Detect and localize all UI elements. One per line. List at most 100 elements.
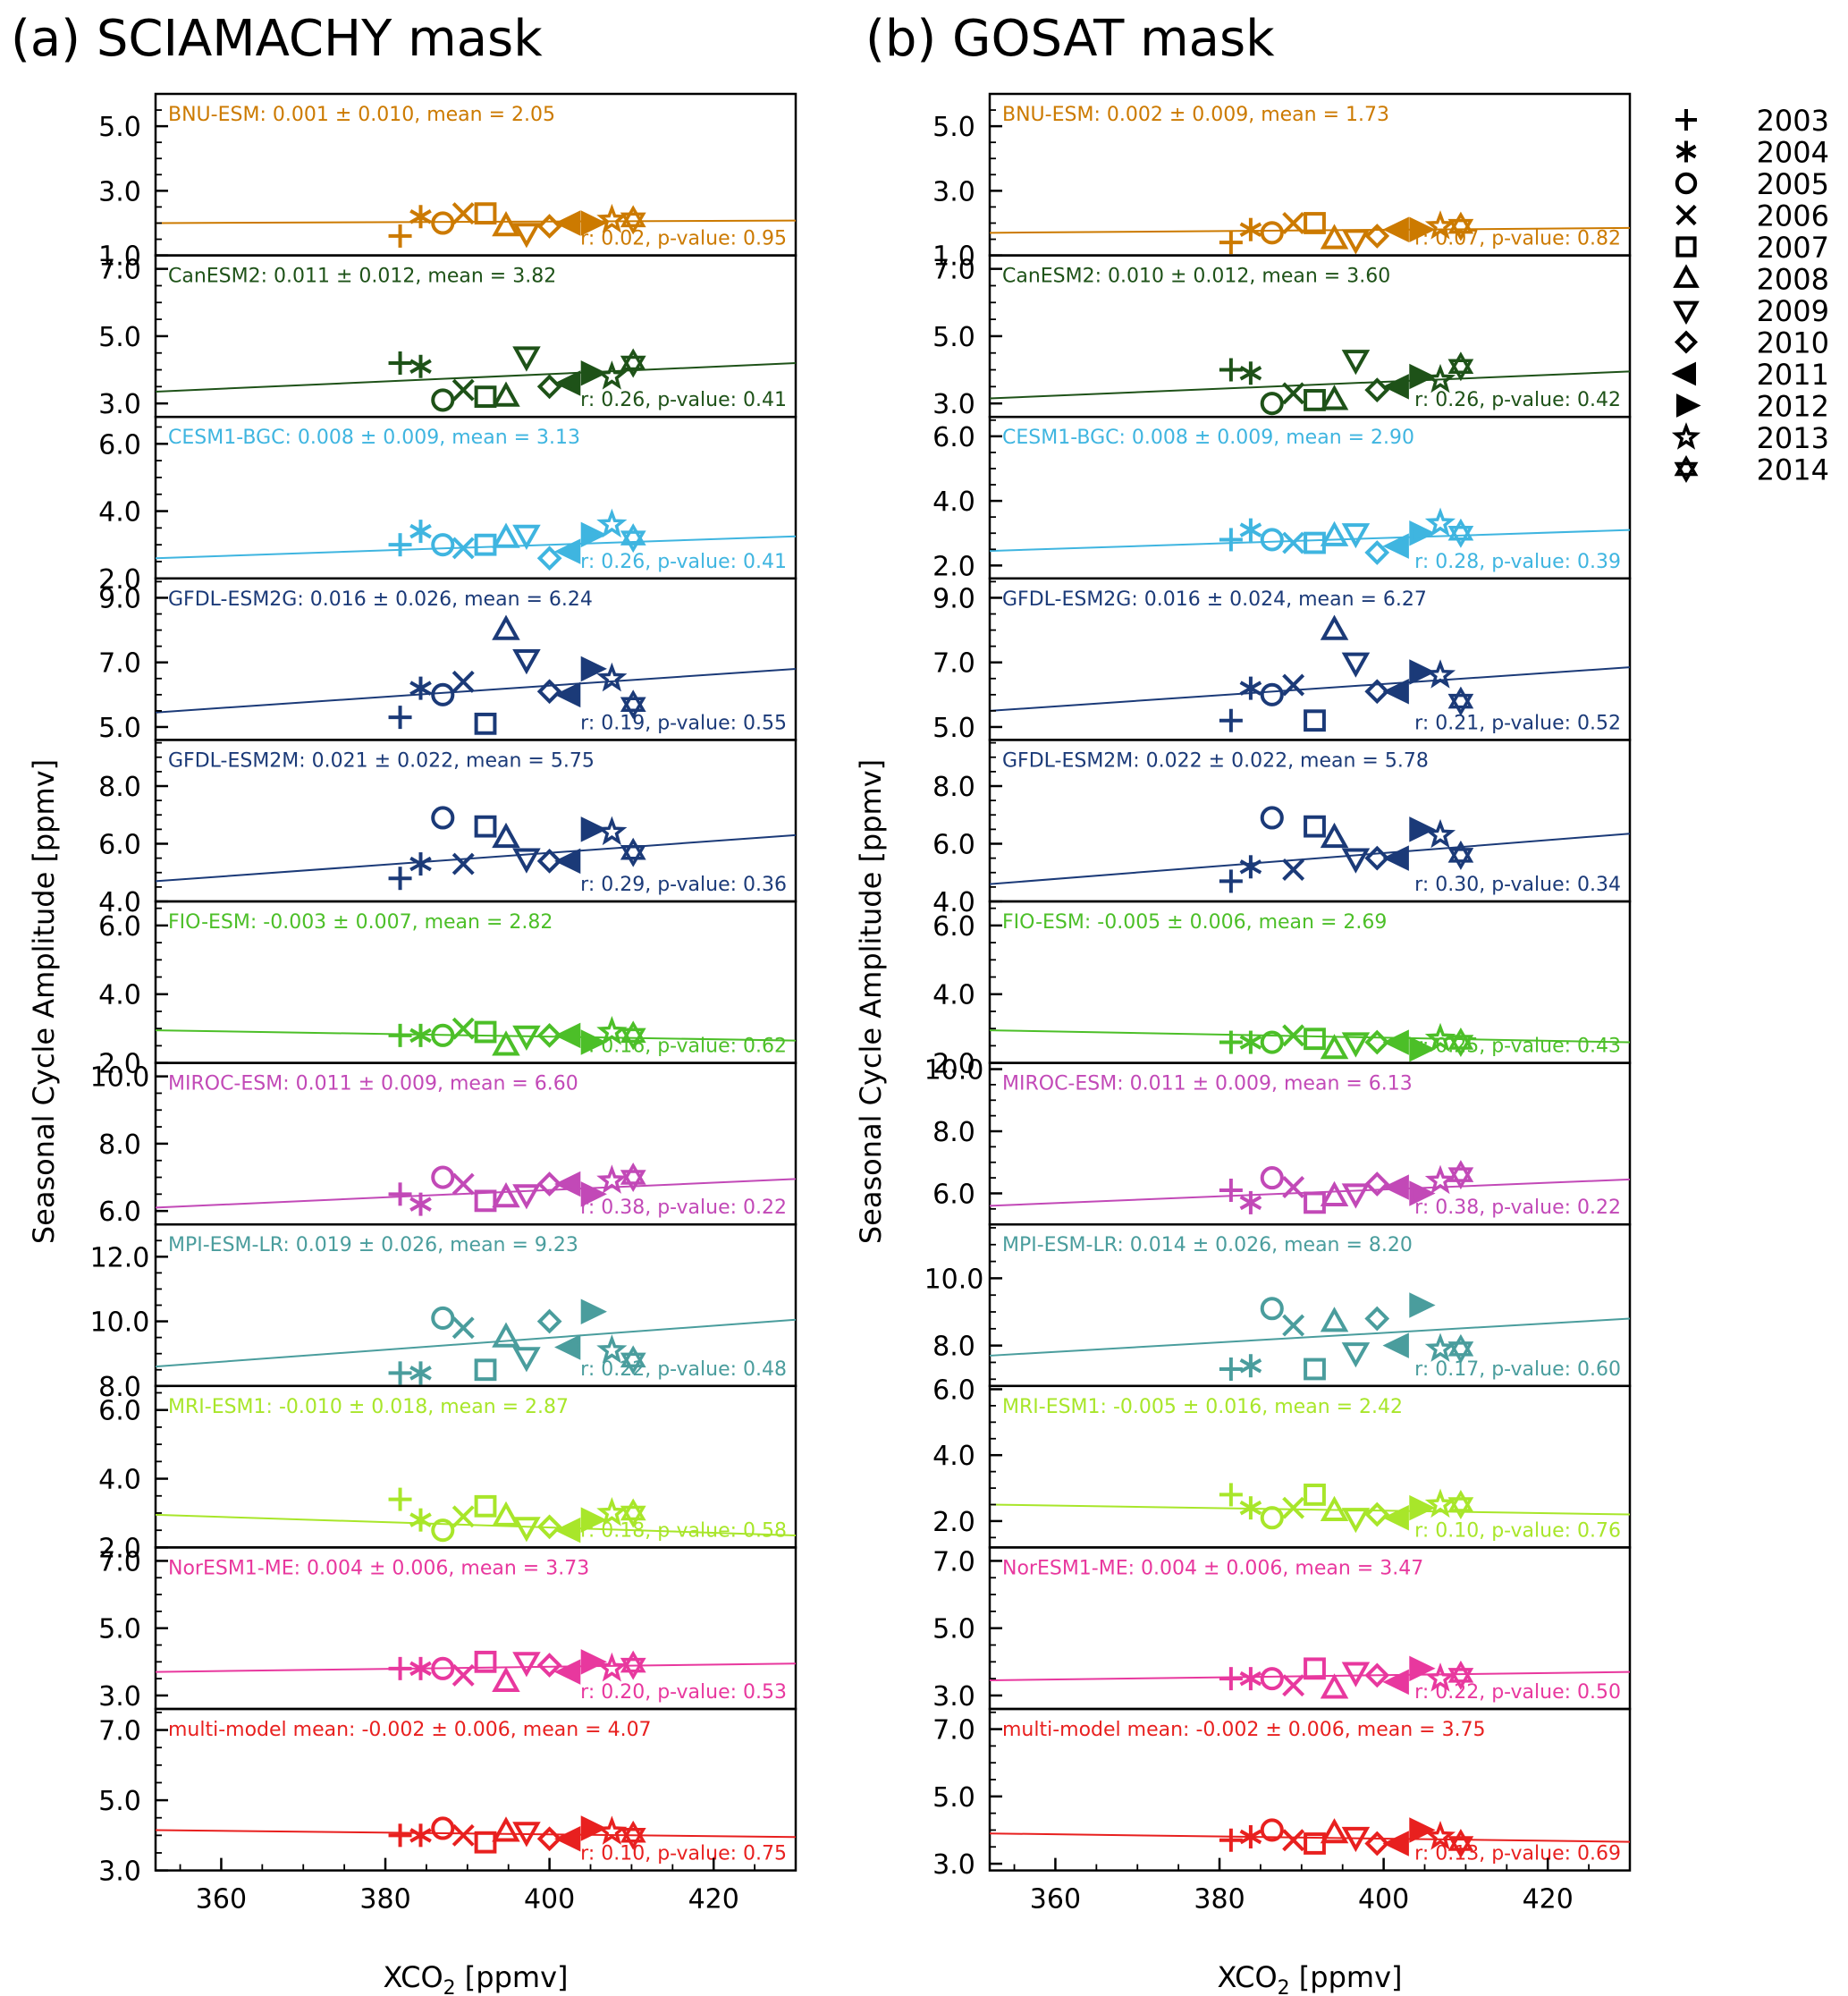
- panel-bnu-esm: 1.0 3.0 5.0 BNU-ESM: 0.001 ± 0.010, mean = …: [98, 92, 797, 273]
- legend-year: 2004: [1757, 136, 1829, 170]
- data-point-2003: [1219, 1030, 1243, 1054]
- data-point-2013: [1424, 818, 1456, 849]
- data-point-2004: [409, 1823, 432, 1848]
- data-point-2014: [620, 1163, 646, 1192]
- data-point-2003: [388, 533, 412, 557]
- data-point-2004: [409, 205, 432, 229]
- data-point-2006: [451, 202, 475, 225]
- legend-year: 2003: [1757, 104, 1829, 138]
- y-tick-label: 5.0: [98, 713, 141, 744]
- y-tick-label: 4.0: [932, 887, 975, 918]
- data-point-2008: [492, 614, 520, 640]
- data-point-2008: [492, 822, 520, 849]
- diamond-icon: [1674, 330, 1699, 354]
- data-point-2013: [1424, 1332, 1456, 1362]
- data-point-2011: [1382, 533, 1409, 559]
- data-point-2009: [1341, 523, 1371, 549]
- square-icon: [1675, 236, 1697, 258]
- data-point-2012: [580, 655, 607, 682]
- data-point-2008: [1320, 614, 1349, 640]
- y-tick-label: 3.0: [98, 389, 141, 420]
- data-point-2008: [492, 381, 520, 407]
- panel-title: NorESM1-ME: 0.004 ± 0.006, mean = 3.73: [168, 1557, 589, 1579]
- y-tick-label: 5.0: [932, 322, 975, 353]
- y-tick-label: 2.0: [98, 1533, 141, 1564]
- x-tick-label: 380: [359, 1884, 410, 1916]
- plus-icon: [1675, 109, 1697, 131]
- data-point-2007: [474, 712, 497, 735]
- y-tick-label: 7.0: [98, 255, 141, 286]
- y-tick-label: 9.0: [98, 583, 141, 614]
- data-point-2005: [1260, 1506, 1284, 1530]
- panel-title: CESM1-BGC: 0.008 ± 0.009, mean = 2.90: [1002, 427, 1414, 449]
- data-point-2004: [1239, 1824, 1262, 1848]
- data-point-2005: [431, 1518, 455, 1543]
- data-point-2003: [388, 706, 412, 730]
- chart-sciamachy: 1.0 3.0 5.0 BNU-ESM: 0.001 ± 0.010, mean = …: [90, 92, 797, 1916]
- x-tick-label: 400: [1358, 1884, 1409, 1916]
- y-tick-label: 6.0: [932, 1179, 975, 1210]
- data-point-2014: [1447, 1829, 1474, 1858]
- data-point-2011: [1382, 1831, 1409, 1856]
- data-point-2005: [431, 682, 455, 706]
- data-point-2011: [554, 538, 581, 564]
- x-tick-label: 400: [524, 1884, 575, 1916]
- data-point-2014: [1447, 1028, 1474, 1057]
- panel-cesm1-bgc: 2.0 4.0 6.0 CESM1-BGC: 0.008 ± 0.009, mean …: [932, 415, 1632, 582]
- data-point-2013: [596, 662, 628, 692]
- panel-stats: r: 0.18, p-value: 0.58: [580, 1519, 787, 1542]
- cross-icon: [1675, 204, 1697, 226]
- panel-stats: r: 0.13, p-value: 0.69: [1414, 1843, 1621, 1865]
- data-point-2004: [1239, 855, 1262, 879]
- data-point-2013: [1424, 1821, 1456, 1850]
- panel-title: FIO-ESM: -0.005 ± 0.006, mean = 2.69: [1002, 911, 1387, 934]
- data-point-2010: [536, 214, 562, 239]
- hexagram-icon: [1674, 455, 1699, 483]
- data-point-2005: [1260, 806, 1284, 830]
- panel-title: MIROC-ESM: 0.011 ± 0.009, mean = 6.13: [1002, 1073, 1413, 1095]
- regression-line: [989, 1317, 1631, 1357]
- data-point-2008: [492, 1666, 520, 1692]
- data-point-2003: [1219, 528, 1243, 552]
- panel-title: MRI-ESM1: -0.005 ± 0.016, mean = 2.42: [1002, 1396, 1403, 1418]
- data-point-2012: [580, 1649, 607, 1675]
- panel-frame: [154, 1707, 797, 1872]
- panel-noresm1-me: 3.0 5.0 7.0 NorESM1-ME: 0.004 ± 0.006, mean…: [98, 1546, 797, 1713]
- triangle-right-icon: [1676, 393, 1701, 418]
- data-point-2006: [451, 852, 475, 875]
- y-tick-label: 1.0: [98, 241, 141, 273]
- x-tick-label: 420: [688, 1884, 739, 1916]
- panel-title: MIROC-ESM: 0.011 ± 0.009, mean = 6.60: [168, 1073, 578, 1095]
- legend-year: 2005: [1757, 167, 1829, 201]
- data-point-2009: [1341, 848, 1371, 874]
- data-point-2009: [1341, 1183, 1371, 1209]
- data-point-2004: [409, 1656, 432, 1680]
- data-point-2012: [580, 521, 607, 548]
- data-point-2013: [596, 1164, 628, 1194]
- y-tick-label: 5.0: [932, 1614, 975, 1645]
- y-tick-label: 2.0: [98, 564, 141, 596]
- y-tick-label: 3.0: [932, 1849, 975, 1881]
- panel-miroc-esm: 6.0 8.0 10.0 MIROC-ESM: 0.011 ± 0.009, mean…: [924, 1055, 1632, 1226]
- y-tick-label: 9.0: [932, 583, 975, 614]
- panel-stats: r: 0.26, p-value: 0.41: [580, 551, 787, 573]
- data-point-2013: [596, 1815, 628, 1845]
- panel-title: MPI-ESM-LR: 0.019 ± 0.026, mean = 9.23: [168, 1234, 578, 1256]
- y-tick-label: 6.0: [932, 830, 975, 861]
- panel-title: CESM1-BGC: 0.008 ± 0.009, mean = 3.13: [168, 427, 580, 449]
- data-point-2010: [536, 1171, 562, 1197]
- data-point-2010: [536, 679, 562, 705]
- regression-line: [155, 833, 797, 883]
- data-point-2014: [620, 523, 646, 554]
- chart-gosat: 1.0 3.0 5.0 BNU-ESM: 0.002 ± 0.009, mean = …: [924, 92, 1632, 1916]
- data-point-2010: [1364, 224, 1390, 249]
- data-point-2009: [1341, 1662, 1371, 1687]
- data-point-2009: [512, 1184, 541, 1210]
- data-point-2012: [580, 1029, 607, 1055]
- data-point-2012: [1409, 1180, 1436, 1206]
- plot-area: 1.0 3.0 5.0 BNU-ESM: 0.001 ± 0.010, mean = …: [90, 92, 1632, 1916]
- data-point-2009: [512, 1517, 541, 1543]
- data-point-2007: [474, 1020, 497, 1044]
- triangle-left-icon: [1671, 361, 1696, 386]
- data-point-2004: [1239, 1030, 1262, 1054]
